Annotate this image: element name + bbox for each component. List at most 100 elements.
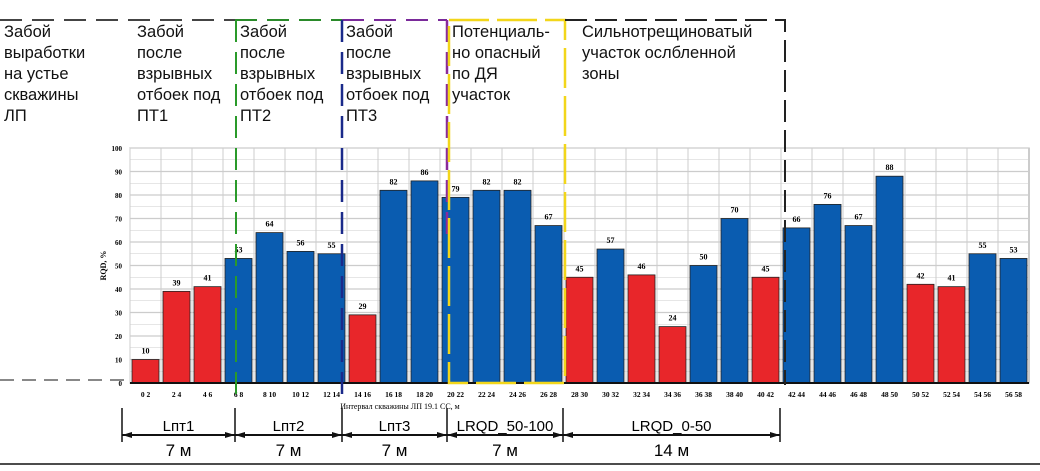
data-label: 41 [204, 274, 212, 283]
x-tick-label: 44 46 [819, 390, 836, 399]
zone-label-line: отбоек под [240, 86, 324, 104]
zone-label-line: зоны [582, 65, 620, 83]
bar [751, 276, 780, 384]
bar [193, 286, 222, 384]
x-axis-label: Интервал скважины ЛП 19.1 СС, м [340, 402, 459, 411]
data-label: 55 [979, 241, 987, 250]
x-tick-label: 6 8 [234, 390, 244, 399]
x-tick-label: 8 10 [263, 390, 276, 399]
segment-length: 14 м [654, 441, 689, 460]
bar [472, 189, 501, 384]
data-label: 70 [731, 206, 739, 215]
x-tick-label: 22 24 [478, 390, 495, 399]
segment-label: Lпт3 [379, 418, 411, 435]
x-tick-label: 40 42 [757, 390, 774, 399]
data-label: 45 [576, 264, 584, 273]
zone-label-line: ПТ1 [137, 107, 169, 125]
data-label: 79 [452, 184, 460, 193]
data-label: 41 [948, 274, 956, 283]
segment-length: 7 м [166, 441, 192, 460]
bar [379, 189, 408, 384]
x-tick-label: 2 4 [172, 390, 182, 399]
segment-length: 7 м [382, 441, 408, 460]
zone-label-line: выработки [4, 44, 86, 62]
y-tick-label: 70 [115, 216, 123, 224]
bar [286, 250, 315, 384]
zone-label-line: ПТ3 [346, 107, 378, 125]
x-tick-label: 24 26 [509, 390, 526, 399]
x-tick-label: 20 22 [447, 390, 464, 399]
zone-label-line: Забой [346, 23, 393, 41]
zone-label-line: участок [452, 86, 511, 104]
bar [410, 180, 439, 384]
zone-label-line: Потенциаль- [452, 23, 550, 41]
x-tick-label: 18 20 [416, 390, 433, 399]
segment-label: LRQD_50-100 [457, 418, 554, 435]
bar [689, 265, 718, 384]
bar [224, 258, 253, 384]
zone-label-line: после [240, 44, 286, 62]
y-tick-label: 40 [115, 286, 123, 294]
data-label: 82 [483, 177, 491, 186]
bar [999, 258, 1028, 384]
segment-label: Lпт1 [163, 418, 195, 435]
x-tick-label: 4 6 [203, 390, 213, 399]
x-tick-label: 14 16 [354, 390, 371, 399]
y-tick-label: 20 [115, 333, 123, 341]
zone-label-line: ПТ2 [240, 107, 272, 125]
bar [596, 248, 625, 384]
x-tick-label: 48 50 [881, 390, 898, 399]
data-label: 64 [266, 220, 274, 229]
bar [658, 326, 687, 384]
data-label: 56 [297, 238, 305, 247]
data-label: 53 [1010, 245, 1018, 254]
zone-label-pt1: Забой после взрывных отбоек под ПТ1 [137, 22, 220, 127]
bar [534, 225, 563, 384]
zone-label-face: Забой выработки на устье скважины ЛП [4, 22, 85, 127]
y-tick-label: 90 [115, 169, 123, 177]
fractured-zone-box [565, 19, 786, 385]
data-label: 10 [142, 347, 150, 356]
bar [565, 276, 594, 384]
zone-label-hazard: Потенциаль-но опасный по ДЯ участок [452, 22, 550, 106]
x-tick-label: 12 14 [323, 390, 340, 399]
x-tick-label: 46 48 [850, 390, 867, 399]
bar [255, 232, 284, 384]
data-label: 24 [669, 314, 677, 323]
bar [906, 283, 935, 384]
bar [875, 175, 904, 384]
zone-label-line: ЛП [4, 107, 27, 125]
y-tick-label: 60 [115, 239, 123, 247]
hazard-zone-box [447, 18, 567, 385]
x-tick-label: 26 28 [540, 390, 557, 399]
x-tick-label: 36 38 [695, 390, 712, 399]
bar [317, 253, 346, 384]
x-tick-label: 54 56 [974, 390, 991, 399]
zone-label-line: взрывных [137, 65, 213, 83]
zone-label-line: отбоек под [346, 86, 430, 104]
x-tick-label: 16 18 [385, 390, 402, 399]
bar [348, 314, 377, 384]
y-axis-label: RQD, % [99, 251, 108, 281]
x-tick-label: 30 32 [602, 390, 619, 399]
data-label: 82 [390, 177, 398, 186]
segment-length: 7 м [492, 441, 518, 460]
bar [162, 290, 191, 384]
zone-label-line: на устье [4, 65, 69, 83]
data-label: 50 [700, 253, 708, 262]
x-tick-label: 34 36 [664, 390, 681, 399]
zone-label-line: Забой [240, 23, 287, 41]
zone-label-line: скважины [4, 86, 79, 104]
y-tick-label: 30 [115, 310, 123, 318]
data-label: 67 [545, 213, 553, 222]
data-label: 45 [762, 264, 770, 273]
x-tick-label: 56 58 [1005, 390, 1022, 399]
y-tick-label: 0 [119, 380, 123, 388]
zone-label-line: Сильнотрещиноватый [582, 23, 753, 41]
zone-label-line: Забой [4, 23, 51, 41]
bar [720, 218, 749, 384]
x-tick-label: 28 30 [571, 390, 588, 399]
x-tick-label: 50 52 [912, 390, 929, 399]
